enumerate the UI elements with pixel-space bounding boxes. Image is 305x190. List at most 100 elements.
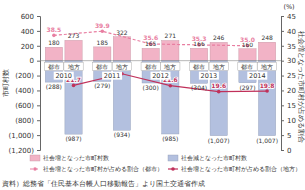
label-box: [102, 72, 122, 80]
tick-label: 0: [30, 57, 34, 65]
marker: [169, 84, 173, 88]
label-box: [54, 72, 74, 80]
tick-mark: [37, 61, 40, 62]
subcategory-label: 都市: [96, 63, 108, 70]
data-label: 38.5: [46, 26, 61, 33]
marker: [52, 34, 56, 38]
tick-label: 400: [21, 28, 34, 36]
label-box: [199, 72, 219, 80]
bar: [258, 42, 275, 60]
tick-label: (1,200): [8, 147, 34, 155]
marker: [72, 84, 76, 88]
category-label: 2011: [104, 72, 121, 80]
tick-label: 40: [287, 28, 296, 36]
legend-label: 社会増となった市町村が占める割合（地方）: [181, 165, 301, 173]
tick-label: 10: [287, 117, 296, 125]
tick-mark: [37, 105, 40, 106]
tick-mark: [281, 61, 284, 62]
tick-mark: [37, 31, 40, 32]
tick: 5: [281, 132, 291, 140]
tick-label: (400): [15, 87, 34, 95]
tick-mark: [281, 105, 284, 106]
y2-axis-title: 社会増となった市町村が占める割合: [297, 31, 305, 143]
data-label: 35.3: [192, 35, 207, 42]
tick: (1,200): [8, 147, 40, 155]
tick-label: 20: [287, 87, 296, 95]
legend-label: 社会増となった市町村数: [43, 154, 109, 162]
label-box: [44, 62, 63, 71]
subcategory-label: 都市: [48, 63, 60, 70]
tick: 400: [21, 28, 40, 36]
label-box: [189, 62, 208, 71]
category-label: 2014: [249, 72, 266, 80]
baseline: [40, 60, 281, 61]
label-box: [247, 72, 267, 80]
subcategory-label: 地方: [115, 63, 128, 70]
tick-mark: [281, 150, 284, 151]
tick-mark: [37, 46, 40, 47]
legend-label: 社会増となった市町村が占める割合（都市）: [43, 165, 163, 173]
tick: 30: [281, 57, 296, 65]
legend-swatch: [168, 155, 178, 161]
legend-swatch: [30, 155, 40, 161]
data-label: (987): [65, 135, 81, 142]
tick: (800): [15, 117, 40, 125]
tick-mark: [37, 16, 40, 17]
tick-label: 30: [287, 57, 296, 65]
label-box: [257, 62, 276, 71]
y2-axis: 051015202530354045: [281, 13, 296, 155]
subcategory-label: 都市: [241, 63, 253, 70]
data-label: (288): [46, 83, 62, 90]
label-box: [151, 72, 171, 80]
tick-mark: [281, 120, 284, 121]
subcategory-label: 地方: [163, 63, 176, 70]
tick: (400): [15, 87, 40, 95]
tick: 200: [21, 43, 40, 51]
bar: [142, 48, 159, 60]
data-label: 273: [68, 32, 80, 39]
legend-marker: [33, 167, 37, 171]
bar: [239, 49, 256, 61]
tick: 45: [281, 13, 296, 21]
tick: 600: [21, 13, 40, 21]
plot-area: [45, 29, 275, 135]
legend-label: 社会減となった市町村数: [181, 154, 247, 162]
data-label: (1,007): [208, 137, 230, 144]
y-axis: 6004002000(200)(400)(600)(800)(1,000)(1,…: [8, 13, 40, 155]
tick: 10: [281, 117, 296, 125]
tick-mark: [37, 135, 40, 136]
data-label: 271: [165, 32, 177, 39]
data-label: (1,007): [256, 137, 278, 144]
data-label: 39.9: [95, 22, 110, 29]
data-label: 35.6: [143, 34, 158, 41]
tick-mark: [281, 16, 284, 17]
bar: [162, 40, 179, 60]
tick-label: 45: [287, 13, 296, 21]
subcategory-label: 地方: [67, 63, 80, 70]
tick-label: (800): [15, 117, 34, 125]
tick: 25: [281, 72, 296, 80]
data-label: (934): [114, 131, 130, 138]
bar: [45, 47, 62, 60]
legend: 社会増となった市町村数 社会減となった市町村数社会増となった市町村が占める割合（都…: [30, 154, 301, 173]
tick-mark: [281, 135, 284, 136]
label-box: [209, 62, 228, 71]
tick-label: 5: [287, 132, 291, 140]
axis-line: [37, 17, 41, 151]
tick-label: (600): [15, 102, 34, 110]
tick-mark: [281, 90, 284, 91]
data-label: 19.8: [260, 82, 275, 89]
chart: 6004002000(200)(400)(600)(800)(1,000)(1,…: [0, 0, 305, 190]
subcategory-label: 都市: [145, 63, 157, 70]
label-box: [141, 62, 160, 71]
labels: 180273185322165271166246160248(288)(987)…: [46, 22, 278, 144]
bar: [113, 61, 130, 131]
label-box: [161, 62, 180, 71]
data-label: 246: [213, 34, 225, 41]
marker: [217, 90, 221, 94]
tick-mark: [37, 90, 40, 91]
tick: 0: [30, 57, 40, 65]
label-box: [112, 62, 131, 71]
subcategory-label: 地方: [260, 63, 273, 70]
data-label: (985): [162, 135, 178, 142]
